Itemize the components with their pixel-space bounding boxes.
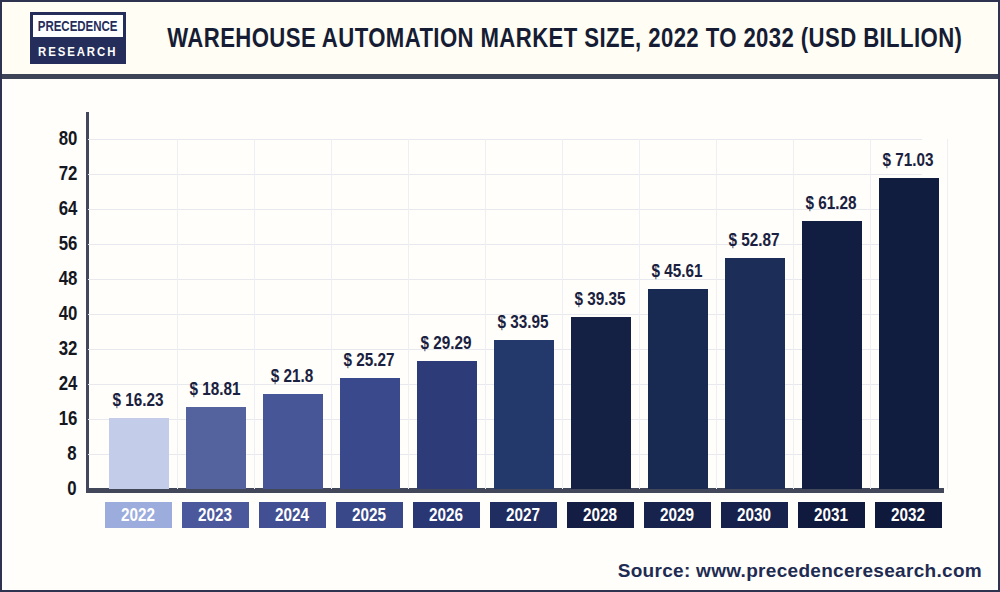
y-tick-label-72: 72 <box>22 161 77 185</box>
label-text: 2025 <box>352 505 386 526</box>
label-text: 2022 <box>121 505 155 526</box>
y-tick-label-0: 0 <box>22 476 77 500</box>
gridline-y-72 <box>88 174 922 175</box>
label-text: $ 21.8 <box>271 366 314 387</box>
label-text: 2030 <box>737 505 771 526</box>
gridline-x-8 <box>793 139 794 489</box>
label-text: 56 <box>58 231 77 255</box>
bar-2028 <box>571 317 631 489</box>
y-tick-label-80: 80 <box>22 126 77 150</box>
x-tick-label-2031: 2031 <box>798 502 865 528</box>
y-tick-label-16: 16 <box>22 406 77 430</box>
x-tick-label-2030: 2030 <box>721 502 788 528</box>
value-label-2026: $ 29.29 <box>387 333 507 354</box>
source-text: Source: www.precedenceresearch.com <box>618 560 982 582</box>
label-text: 2031 <box>814 505 848 526</box>
label-text: 2028 <box>583 505 617 526</box>
y-tick-label-40: 40 <box>22 301 77 325</box>
label-text: 8 <box>68 441 77 465</box>
bar-2032 <box>879 178 939 489</box>
value-label-2028: $ 39.35 <box>541 289 661 310</box>
label-text: 2027 <box>506 505 540 526</box>
x-tick-label-2032: 2032 <box>875 502 942 528</box>
value-label-2029: $ 45.61 <box>618 261 738 282</box>
bar-2030 <box>725 258 785 489</box>
x-tick-label-2026: 2026 <box>413 502 480 528</box>
gridline-x-0 <box>177 139 178 489</box>
gridline-x-9 <box>870 139 871 489</box>
bar-2029 <box>648 289 708 489</box>
label-text: 80 <box>58 126 77 150</box>
bar-chart: 08162432404856647280$ 16.232022$ 18.8120… <box>2 2 998 590</box>
x-tick-label-2025: 2025 <box>336 502 403 528</box>
bar-2023 <box>186 407 246 489</box>
label-text: 2029 <box>660 505 694 526</box>
gridline-x-1 <box>254 139 255 489</box>
y-axis-line <box>86 112 89 493</box>
label-text: $ 29.29 <box>421 333 472 354</box>
x-tick-label-2023: 2023 <box>182 502 249 528</box>
x-tick-label-2028: 2028 <box>567 502 634 528</box>
label-text: 40 <box>58 301 77 325</box>
y-tick-label-56: 56 <box>22 231 77 255</box>
value-label-2027: $ 33.95 <box>464 312 584 333</box>
label-text: 2032 <box>891 505 925 526</box>
label-text: 2024 <box>275 505 309 526</box>
bar-2025 <box>340 378 400 489</box>
label-text: $ 39.35 <box>575 289 626 310</box>
label-text: $ 71.03 <box>883 150 934 171</box>
gridline-y-80 <box>88 139 922 140</box>
gridline-x-7 <box>716 139 717 489</box>
y-tick-label-24: 24 <box>22 371 77 395</box>
value-label-2030: $ 52.87 <box>695 230 815 251</box>
y-tick-label-8: 8 <box>22 441 77 465</box>
bar-2024 <box>263 394 323 489</box>
value-label-2031: $ 61.28 <box>772 193 892 214</box>
x-tick-label-2029: 2029 <box>644 502 711 528</box>
label-text: $ 33.95 <box>498 312 549 333</box>
label-text: 72 <box>58 161 77 185</box>
label-text: 48 <box>58 266 77 290</box>
label-text: $ 52.87 <box>729 230 780 251</box>
x-tick-label-2027: 2027 <box>490 502 557 528</box>
y-tick-label-32: 32 <box>22 336 77 360</box>
bar-2026 <box>417 361 477 489</box>
label-text: 24 <box>58 371 77 395</box>
label-text: 0 <box>68 476 77 500</box>
x-tick-label-2024: 2024 <box>259 502 326 528</box>
gridline-x-10 <box>947 139 948 489</box>
y-tick-label-48: 48 <box>22 266 77 290</box>
label-text: 16 <box>58 406 77 430</box>
gridline-x-2 <box>331 139 332 489</box>
label-text: 64 <box>58 196 77 220</box>
label-text: $ 61.28 <box>806 193 857 214</box>
x-tick-label-2022: 2022 <box>105 502 172 528</box>
gridline-x-6 <box>639 139 640 489</box>
bar-2031 <box>802 221 862 489</box>
label-text: 2023 <box>198 505 232 526</box>
label-text: $ 45.61 <box>652 261 703 282</box>
figure-frame: PRECEDENCE RESEARCH WAREHOUSE AUTOMATION… <box>0 0 1000 592</box>
bar-2027 <box>494 340 554 489</box>
y-tick-label-64: 64 <box>22 196 77 220</box>
label-text: 32 <box>58 336 77 360</box>
gridline-x-3 <box>408 139 409 489</box>
bar-2022 <box>109 418 169 489</box>
label-text: 2026 <box>429 505 463 526</box>
value-label-2032: $ 71.03 <box>849 150 969 171</box>
gridline-y-48 <box>88 279 922 280</box>
